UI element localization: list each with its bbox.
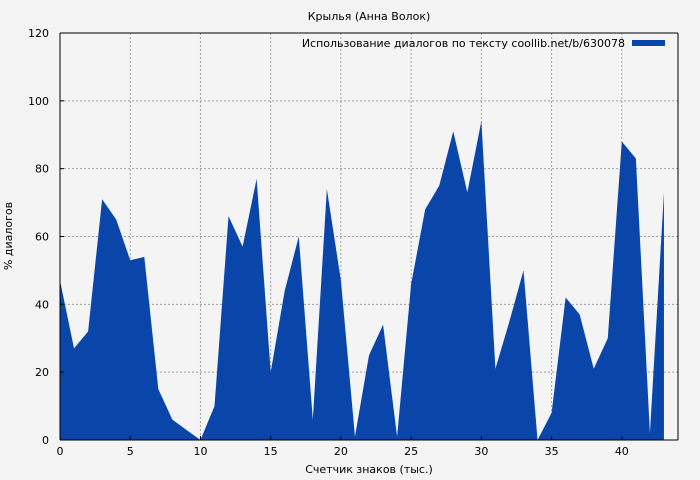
x-tick-label: 5 — [127, 445, 134, 458]
x-tick-label: 35 — [545, 445, 559, 458]
series-area — [60, 121, 664, 440]
y-tick-label: 0 — [42, 434, 49, 447]
x-tick-label: 15 — [264, 445, 278, 458]
chart-title: Крылья (Анна Волок) — [308, 10, 431, 23]
x-tick-label: 30 — [474, 445, 488, 458]
legend-swatch — [632, 40, 665, 46]
y-tick-label: 20 — [35, 366, 49, 379]
legend-label: Использование диалогов по тексту coollib… — [302, 37, 625, 50]
x-tick-label: 0 — [57, 445, 64, 458]
y-tick-label: 120 — [28, 27, 49, 40]
x-tick-label: 20 — [334, 445, 348, 458]
y-axis-title: % диалогов — [2, 202, 15, 270]
y-tick-label: 100 — [28, 95, 49, 108]
y-tick-label: 80 — [35, 163, 49, 176]
tick-labels: 0 5 10 15 20 25 30 35 40 0 20 40 60 80 100 120 — [28, 27, 629, 458]
x-tick-label: 40 — [615, 445, 629, 458]
y-tick-label: 60 — [35, 231, 49, 244]
y-tick-label: 40 — [35, 298, 49, 311]
series-layer — [59, 121, 664, 441]
legend: Использование диалогов по тексту coollib… — [302, 37, 665, 50]
x-tick-label: 25 — [404, 445, 418, 458]
x-axis-title: Счетчик знаков (тыс.) — [305, 463, 433, 476]
x-tick-label: 10 — [193, 445, 207, 458]
